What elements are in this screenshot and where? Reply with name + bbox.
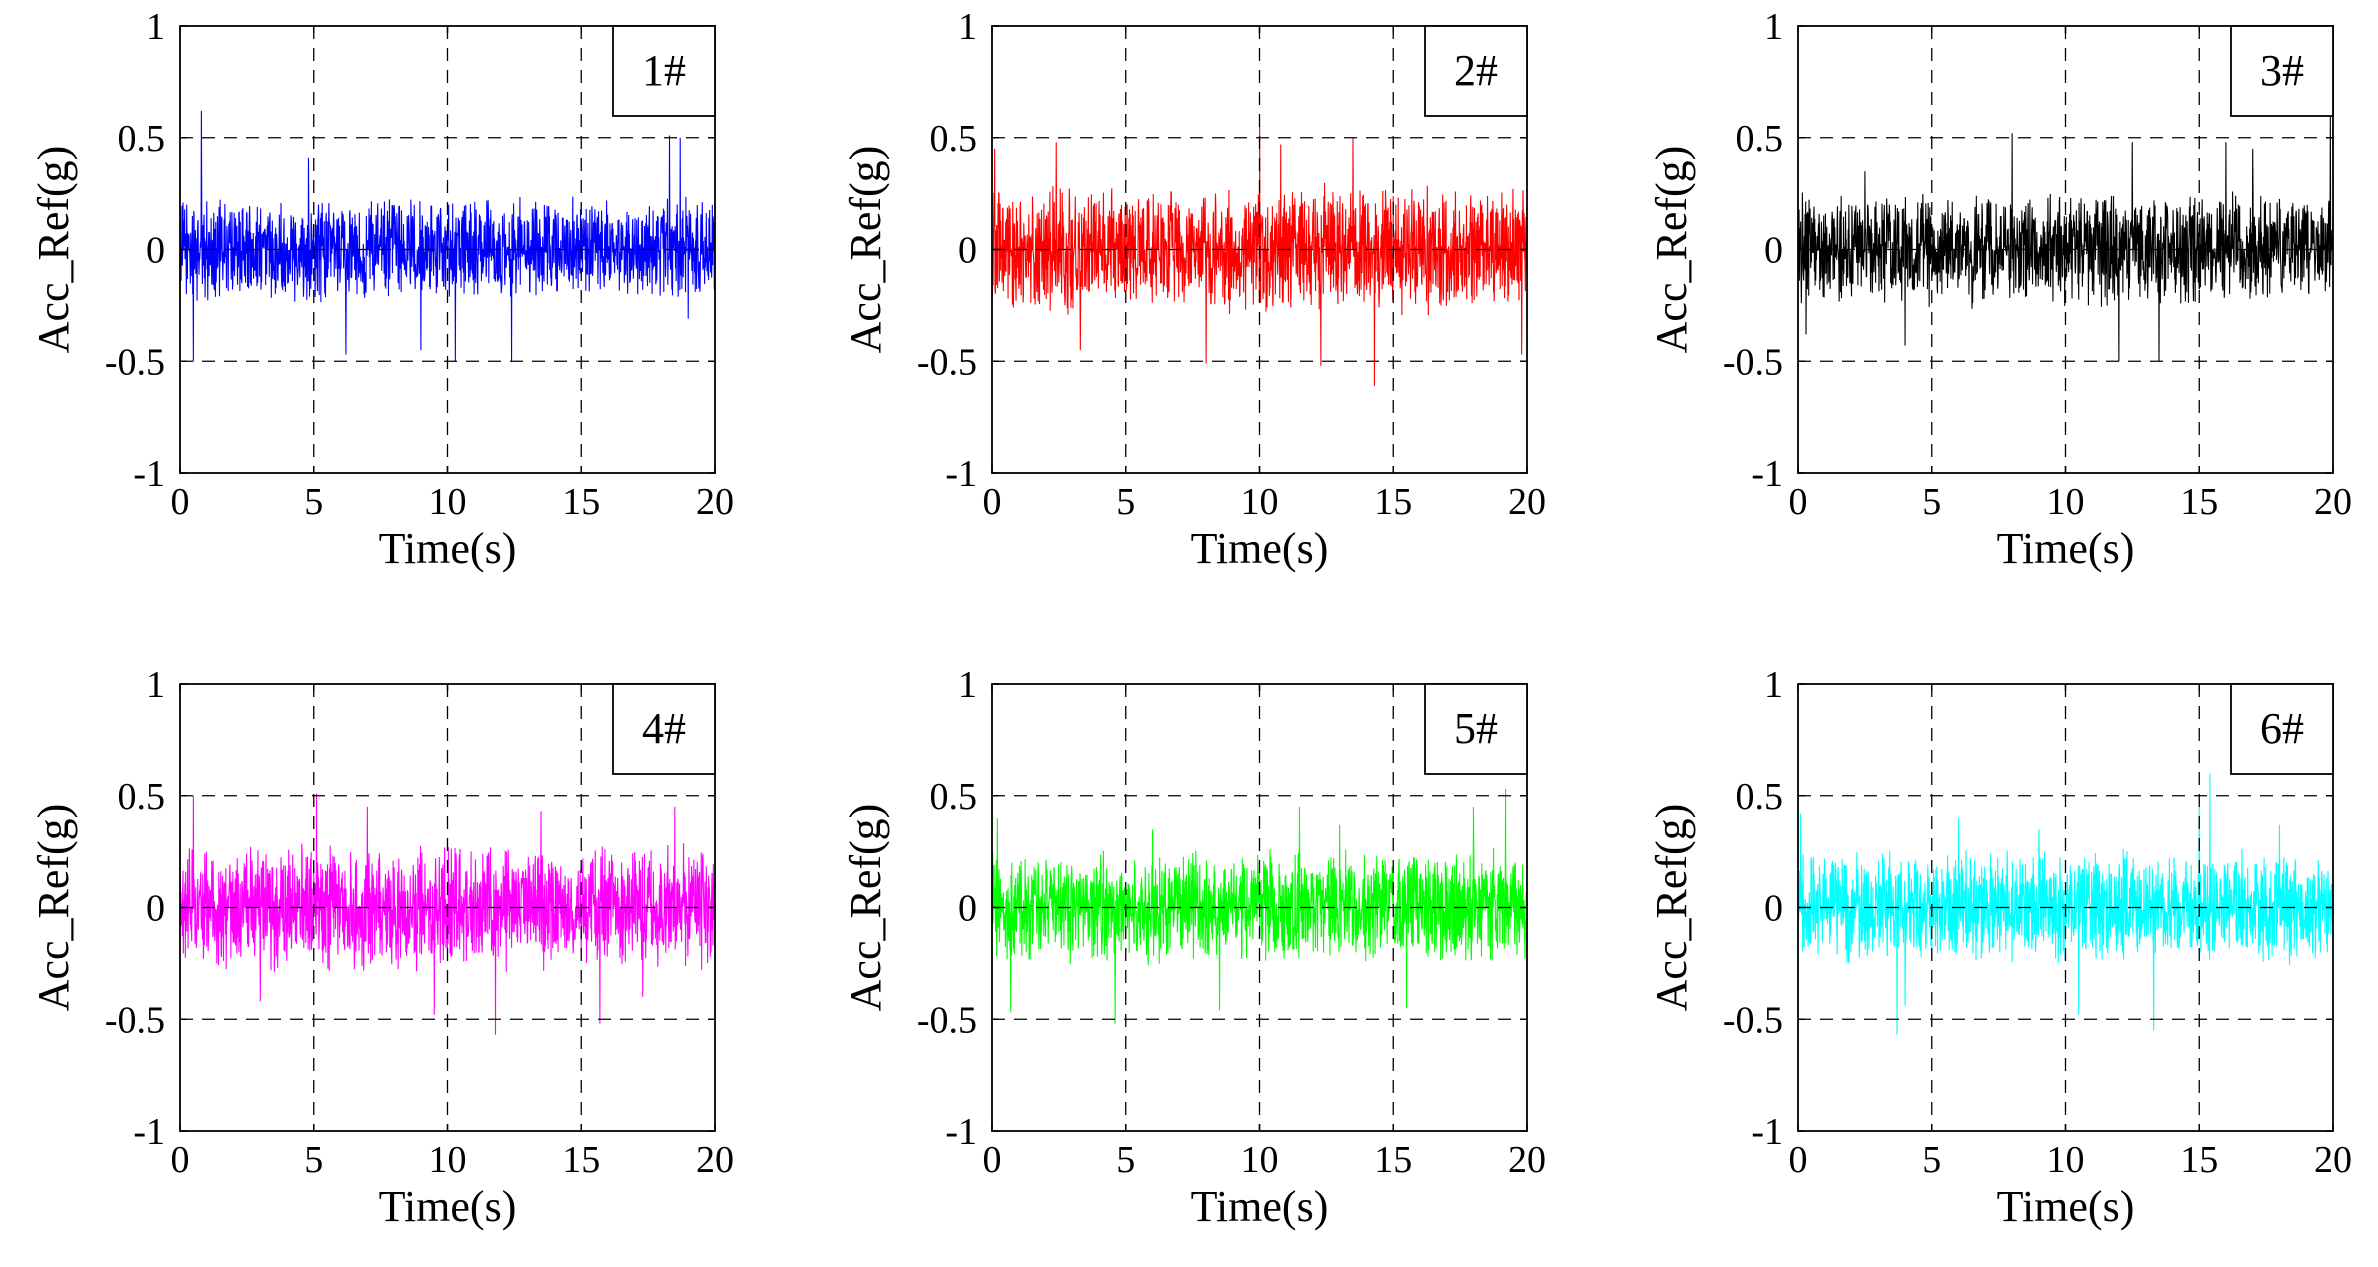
subplot-2: 0 5 10 15 20 -1 -0.5 0 0.5 1 Time(s) Acc_Ref(g) 2# — [841, 6, 1546, 573]
y-tick-label: 1 — [1764, 664, 1783, 706]
y-tick-label: 1 — [1764, 6, 1783, 48]
x-tick-label: 10 — [1241, 481, 1279, 523]
y-tick-label: -0.5 — [105, 999, 165, 1041]
x-tick-label: 0 — [171, 481, 190, 523]
y-tick-label: 0 — [146, 888, 165, 930]
x-tick-label: 15 — [1374, 481, 1412, 523]
y-tick-label: -0.5 — [1723, 999, 1783, 1041]
legend-label: 2# — [1454, 46, 1498, 95]
x-tick-label: 5 — [1922, 481, 1941, 523]
y-axis-label: Acc_Ref(g) — [1647, 146, 1696, 354]
y-tick-label: 0.5 — [1736, 118, 1784, 160]
y-tick-label: -1 — [1751, 453, 1783, 495]
y-tick-label: -1 — [945, 1111, 977, 1153]
subplot-1: 0 5 10 15 20 -1 -0.5 0 0.5 1 Time(s) Acc_Ref(g) 1# — [29, 6, 734, 573]
y-tick-label: 1 — [958, 6, 977, 48]
x-tick-label: 0 — [171, 1139, 190, 1181]
x-tick-label: 10 — [429, 481, 467, 523]
y-axis-label: Acc_Ref(g) — [841, 804, 890, 1012]
y-axis-label: Acc_Ref(g) — [29, 146, 78, 354]
y-tick-label: 0.5 — [930, 776, 978, 818]
y-tick-label: -0.5 — [1723, 341, 1783, 383]
x-tick-label: 5 — [1922, 1139, 1941, 1181]
y-tick-label: 0.5 — [930, 118, 978, 160]
x-tick-label: 5 — [304, 481, 323, 523]
x-tick-label: 5 — [1116, 481, 1135, 523]
legend-box — [1424, 25, 1528, 117]
y-axis-label: Acc_Ref(g) — [1647, 804, 1696, 1012]
x-tick-label: 15 — [2180, 1139, 2218, 1181]
y-tick-label: -0.5 — [917, 999, 977, 1041]
subplot-5: 0 5 10 15 20 -1 -0.5 0 0.5 1 Time(s) Acc_Ref(g) 5# — [841, 664, 1546, 1231]
x-tick-label: 20 — [696, 481, 734, 523]
y-tick-label: 0 — [958, 230, 977, 272]
x-tick-label: 0 — [1789, 481, 1808, 523]
y-tick-label: 0.5 — [1736, 776, 1784, 818]
x-tick-label: 20 — [696, 1139, 734, 1181]
y-tick-label: 0 — [1764, 888, 1783, 930]
y-tick-label: -1 — [1751, 1111, 1783, 1153]
x-tick-label: 10 — [1241, 1139, 1279, 1181]
legend-label: 6# — [2260, 704, 2304, 753]
x-axis-label: Time(s) — [1191, 524, 1329, 573]
y-tick-label: -0.5 — [917, 341, 977, 383]
series-line-6 — [1797, 773, 2334, 1035]
y-tick-label: 0 — [146, 230, 165, 272]
subplot-6: 0 5 10 15 20 -1 -0.5 0 0.5 1 Time(s) Acc_Ref(g) 6# — [1647, 664, 2352, 1231]
legend-label: 1# — [642, 46, 686, 95]
x-axis-label: Time(s) — [379, 1182, 517, 1231]
x-axis-label: Time(s) — [1997, 524, 2135, 573]
series-line-5 — [991, 789, 1528, 1024]
legend-box — [2230, 25, 2334, 117]
x-tick-label: 0 — [983, 481, 1002, 523]
y-tick-label: 1 — [146, 664, 165, 706]
y-axis-label: Acc_Ref(g) — [29, 804, 78, 1012]
y-tick-label: -0.5 — [105, 341, 165, 383]
x-tick-label: 5 — [304, 1139, 323, 1181]
x-tick-label: 0 — [983, 1139, 1002, 1181]
x-axis-label: Time(s) — [379, 524, 517, 573]
y-tick-label: 1 — [146, 6, 165, 48]
x-tick-label: 15 — [562, 1139, 600, 1181]
y-tick-label: -1 — [945, 453, 977, 495]
y-tick-label: 0.5 — [118, 776, 166, 818]
legend-box — [1424, 683, 1528, 775]
x-tick-label: 20 — [1508, 1139, 1546, 1181]
legend-box — [612, 25, 716, 117]
legend-box — [612, 683, 716, 775]
x-tick-label: 15 — [1374, 1139, 1412, 1181]
x-axis-label: Time(s) — [1191, 1182, 1329, 1231]
legend-label: 4# — [642, 704, 686, 753]
legend-box — [2230, 683, 2334, 775]
x-axis-label: Time(s) — [1997, 1182, 2135, 1231]
x-tick-label: 0 — [1789, 1139, 1808, 1181]
y-tick-label: 0 — [1764, 230, 1783, 272]
x-tick-label: 15 — [562, 481, 600, 523]
y-axis-label: Acc_Ref(g) — [841, 146, 890, 354]
legend-label: 3# — [2260, 46, 2304, 95]
x-tick-label: 10 — [2047, 1139, 2085, 1181]
subplot-3: 0 5 10 15 20 -1 -0.5 0 0.5 1 Time(s) Acc_Ref(g) 3# — [1647, 6, 2352, 573]
x-tick-label: 10 — [2047, 481, 2085, 523]
y-tick-label: 0 — [958, 888, 977, 930]
y-tick-label: -1 — [133, 453, 165, 495]
y-tick-label: 1 — [958, 664, 977, 706]
subplot-4: 0 5 10 15 20 -1 -0.5 0 0.5 1 Time(s) Acc_Ref(g) 4# — [29, 664, 734, 1231]
x-tick-label: 20 — [2314, 1139, 2352, 1181]
y-tick-label: 0.5 — [118, 118, 166, 160]
x-tick-label: 10 — [429, 1139, 467, 1181]
x-tick-label: 5 — [1116, 1139, 1135, 1181]
series-line-3 — [1797, 115, 2334, 362]
legend-label: 5# — [1454, 704, 1498, 753]
y-tick-label: -1 — [133, 1111, 165, 1153]
x-tick-label: 15 — [2180, 481, 2218, 523]
x-tick-label: 20 — [2314, 481, 2352, 523]
x-tick-label: 20 — [1508, 481, 1546, 523]
